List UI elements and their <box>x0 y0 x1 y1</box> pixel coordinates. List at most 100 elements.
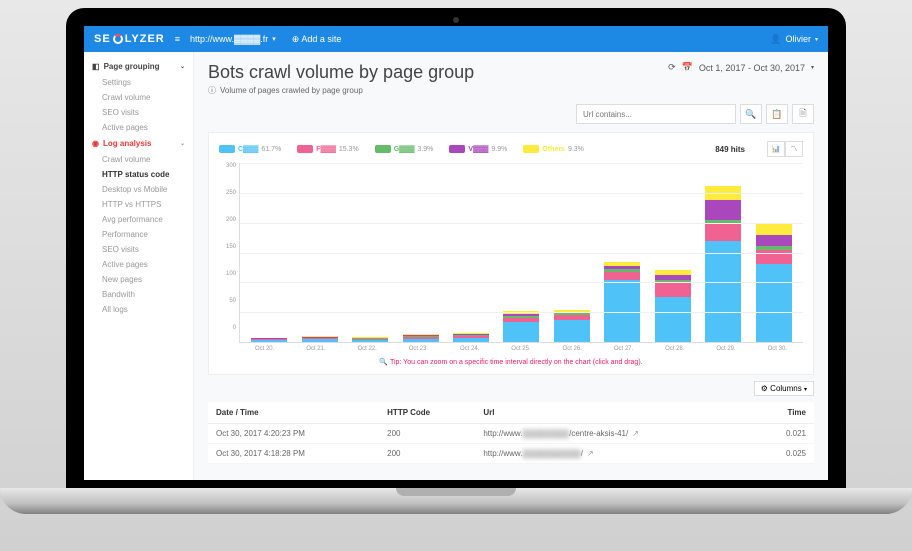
site-selector[interactable]: http://www.▓▓▓▓.fr <box>190 34 268 44</box>
site-url: http://www.▓▓▓▓.fr <box>190 34 268 44</box>
bar-stack[interactable] <box>403 334 439 342</box>
line-view-button[interactable]: 〽 <box>785 141 803 157</box>
legend-item[interactable]: V▓▓▓9.9% <box>449 145 507 153</box>
sidebar-item[interactable]: Settings <box>84 75 193 90</box>
cell-url: http://www.▓▓▓▓▓▓▓▓▓▓/↗ <box>475 444 755 464</box>
chevron-down-icon: ▾ <box>811 64 814 71</box>
sidebar-item[interactable]: Active pages <box>84 120 193 135</box>
gear-icon: ⚙ <box>761 384 770 393</box>
bar-stack[interactable] <box>554 310 590 342</box>
legend-item[interactable]: C▓▓▓61.7% <box>219 145 281 153</box>
copy-button[interactable]: 📋 <box>766 104 788 124</box>
sidebar-item[interactable]: HTTP vs HTTPS <box>84 197 193 212</box>
legend-swatch <box>219 145 235 153</box>
sidebar-item[interactable]: SEO visits <box>84 105 193 120</box>
sidebar-item[interactable]: New pages <box>84 272 193 287</box>
line-chart-icon: 〽 <box>791 144 798 154</box>
bar-stack[interactable] <box>453 333 489 342</box>
bar-stack[interactable] <box>251 338 287 342</box>
bar-stack[interactable] <box>604 262 640 342</box>
bar-segment <box>705 224 741 241</box>
url-filter-input[interactable] <box>576 104 736 124</box>
sidebar-item[interactable]: Desktop vs Mobile <box>84 182 193 197</box>
table-header[interactable]: Time <box>755 402 814 424</box>
sidebar-item[interactable]: All logs <box>84 302 193 317</box>
table-header[interactable]: HTTP Code <box>379 402 475 424</box>
refresh-icon[interactable]: ⟳ <box>668 62 676 73</box>
x-tick: Oct 30. <box>759 346 795 352</box>
bar-stack[interactable] <box>302 336 338 342</box>
legend-item[interactable]: G▓▓▓3.9% <box>375 145 434 153</box>
legend-pct: 3.9% <box>417 146 433 153</box>
legend-name: V▓▓▓ <box>468 146 488 153</box>
brand-logo: SE LYZER <box>94 33 165 45</box>
sidebar-item[interactable]: Crawl volume <box>84 152 193 167</box>
grid-line <box>240 163 803 164</box>
bar-stack[interactable] <box>705 186 741 342</box>
cell-url: http://www.▓▓▓▓▓▓▓▓/centre-aksis-41/↗ <box>475 424 755 444</box>
external-link-icon[interactable]: ↗ <box>587 449 594 458</box>
grid-line <box>240 253 803 254</box>
site-dropdown-icon[interactable]: ▾ <box>272 35 276 43</box>
bar-segment <box>705 200 741 220</box>
sidebar-section-log[interactable]: ◉ Log analysis ⌄ <box>84 135 193 152</box>
log-icon: ◉ <box>92 139 99 148</box>
log-label: Log analysis <box>103 139 151 148</box>
legend-name: C▓▓▓ <box>238 146 258 153</box>
chart-legend: C▓▓▓61.7% F▓▓▓15.3% G▓▓▓3.9% V▓▓▓9.9% Others… <box>219 141 803 157</box>
sidebar-item[interactable]: Bandwith <box>84 287 193 302</box>
legend-pct: 9.3% <box>568 146 584 153</box>
sidebar-item[interactable]: Crawl volume <box>84 90 193 105</box>
legend-item[interactable]: Others9.3% <box>523 145 584 153</box>
y-tick: 150 <box>226 244 236 250</box>
menu-toggle-icon[interactable]: ≡ <box>175 34 180 44</box>
sidebar-item[interactable]: Performance <box>84 227 193 242</box>
user-menu[interactable]: 👤 Olivier ▾ <box>770 34 818 45</box>
grid-line <box>240 282 803 283</box>
chart-plot[interactable] <box>239 163 803 343</box>
sidebar-item[interactable]: HTTP status code <box>84 167 193 182</box>
copy-icon: 📋 <box>771 109 782 120</box>
search-button[interactable]: 🔍 <box>740 104 762 124</box>
bar-stack[interactable] <box>655 270 691 342</box>
bar-segment <box>705 241 741 342</box>
table-header-row: Date / TimeHTTP CodeUrlTime <box>208 402 814 424</box>
bar-segment <box>453 338 489 342</box>
x-tick: Oct 27. <box>605 346 641 352</box>
main-content: Bots crawl volume by page group ⓘ Volume… <box>194 52 828 480</box>
add-site-label: Add a site <box>301 34 341 44</box>
x-tick: Oct 23. <box>400 346 436 352</box>
bar-stack[interactable] <box>503 311 539 342</box>
info-icon: ⓘ <box>208 85 216 96</box>
x-tick: Oct 29. <box>708 346 744 352</box>
chevron-down-icon: ▾ <box>804 387 807 393</box>
export-button[interactable]: 🗎 <box>792 104 814 124</box>
bar-stack[interactable] <box>352 337 388 342</box>
sidebar-item[interactable]: Avg performance <box>84 212 193 227</box>
table-row[interactable]: Oct 30, 2017 4:20:23 PM200http://www.▓▓▓… <box>208 424 814 444</box>
zoom-icon: 🔍 <box>379 359 390 366</box>
legend-pct: 61.7% <box>261 146 281 153</box>
legend-swatch <box>297 145 313 153</box>
sidebar-item[interactable]: Active pages <box>84 257 193 272</box>
external-link-icon[interactable]: ↗ <box>632 429 639 438</box>
table-header[interactable]: Url <box>475 402 755 424</box>
cell-datetime: Oct 30, 2017 4:20:23 PM <box>208 424 379 444</box>
sidebar-section-grouping[interactable]: ◧ Page grouping ⌄ <box>84 58 193 75</box>
sidebar-item[interactable]: SEO visits <box>84 242 193 257</box>
add-site-button[interactable]: ⊕ Add a site <box>292 34 342 45</box>
x-tick: Oct 21. <box>298 346 334 352</box>
grouping-label: Page grouping <box>104 62 160 71</box>
chart-area[interactable]: 300250200150100500 <box>219 163 803 343</box>
x-tick: Oct 28. <box>657 346 693 352</box>
user-icon: 👤 <box>770 34 781 45</box>
camera-dot <box>453 17 459 23</box>
y-tick: 250 <box>226 190 236 196</box>
table-header[interactable]: Date / Time <box>208 402 379 424</box>
columns-dropdown[interactable]: ⚙ Columns ▾ <box>754 381 814 396</box>
x-tick: Oct 20. <box>247 346 283 352</box>
bar-view-button[interactable]: 📊 <box>767 141 785 157</box>
table-row[interactable]: Oct 30, 2017 4:18:28 PM200http://www.▓▓▓… <box>208 444 814 464</box>
date-range-picker[interactable]: ⟳ 📅 Oct 1, 2017 - Oct 30, 2017 ▾ <box>668 62 814 73</box>
legend-item[interactable]: F▓▓▓15.3% <box>297 145 358 153</box>
